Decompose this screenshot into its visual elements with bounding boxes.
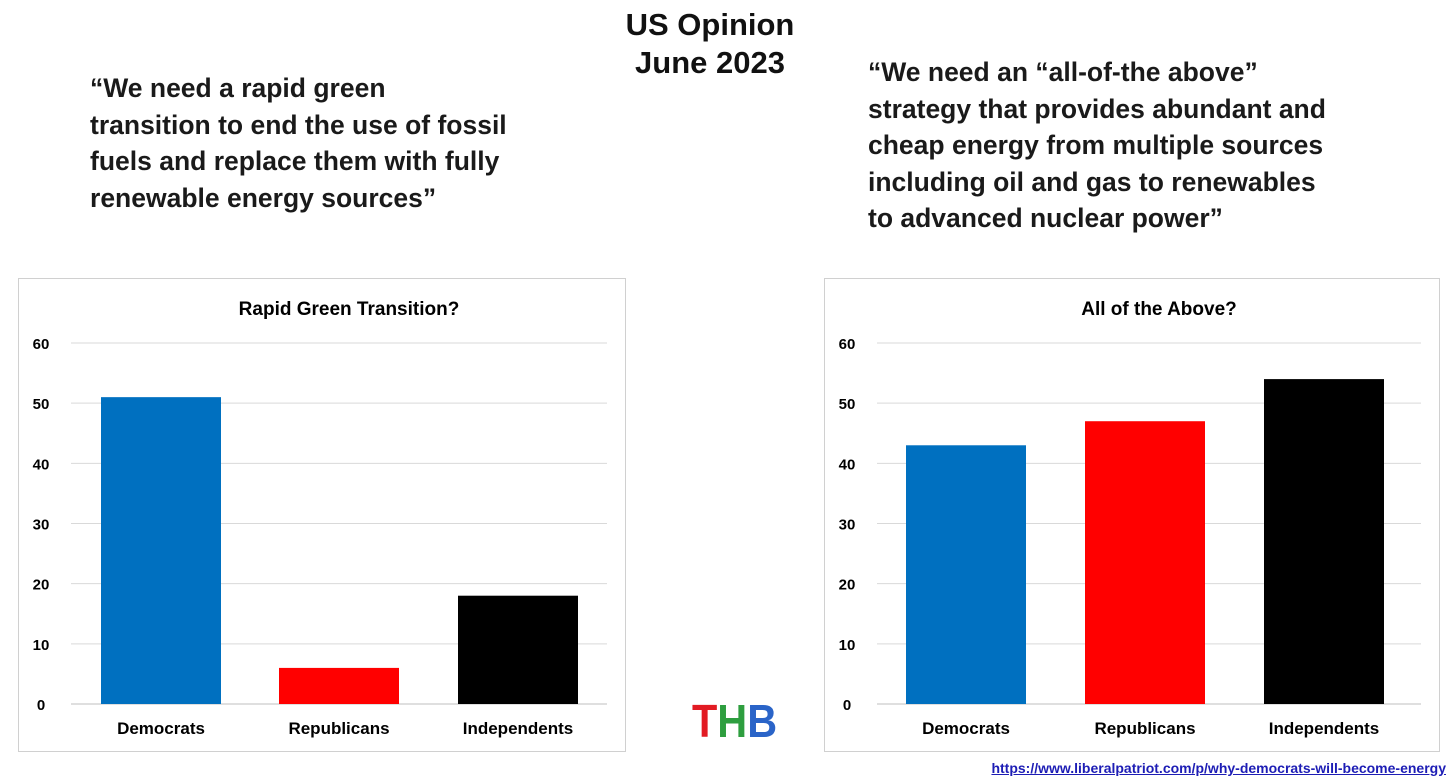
y-tick-label: 50 xyxy=(33,396,50,413)
y-tick-label: 50 xyxy=(839,396,856,413)
x-tick-label: Republicans xyxy=(1094,719,1195,738)
bar-republicans xyxy=(279,667,399,704)
thb-logo: THB xyxy=(692,697,777,745)
quote-left-line: fuels and replace them with fully xyxy=(90,146,500,176)
chart-all-of-the-above: All of the Above? 0 10 20 30 40 50 60 Democrats R… xyxy=(824,278,1440,752)
x-tick-label: Republicans xyxy=(288,719,389,738)
y-tick-label: 20 xyxy=(33,577,50,594)
logo-letter-h: H xyxy=(717,695,748,747)
quote-left: “We need a rapid green transition to end… xyxy=(90,70,507,216)
y-tick-label: 60 xyxy=(33,336,50,353)
quote-left-line: renewable energy sources” xyxy=(90,182,437,213)
bar-democrats xyxy=(101,397,221,704)
y-tick-label: 10 xyxy=(839,637,856,654)
x-tick-label: Democrats xyxy=(117,719,205,738)
quote-right-line: “We need an “all-of-the above” xyxy=(868,57,1258,87)
bar-democrats xyxy=(906,445,1026,704)
y-tick-label: 30 xyxy=(839,517,856,534)
source-link[interactable]: https://www.liberalpatriot.com/p/why-dem… xyxy=(991,760,1446,776)
logo-letter-t: T xyxy=(692,695,718,747)
chart-title: Rapid Green Transition? xyxy=(239,299,460,320)
quote-left-line: transition to end the use of fossil xyxy=(90,109,507,140)
title-line-1: US Opinion xyxy=(625,7,795,42)
y-tick-label: 0 xyxy=(843,697,851,714)
quote-right: “We need an “all-of-the above” strategy … xyxy=(868,54,1326,237)
quote-right-line: strategy that provides abundant and xyxy=(868,93,1326,124)
y-tick-label: 0 xyxy=(37,697,45,714)
y-tick-label: 40 xyxy=(33,456,50,473)
y-tick-label: 10 xyxy=(33,637,50,654)
bar-republicans xyxy=(1085,421,1205,704)
chart-rapid-green-transition-svg: Rapid Green Transition? 0 10 20 30 40 50 60 Demo… xyxy=(33,299,607,738)
logo-letter-b: B xyxy=(747,695,778,747)
quote-right-line: including oil and gas to renewables xyxy=(868,166,1316,197)
title-line-2: June 2023 xyxy=(635,45,785,80)
chart-rapid-green-transition: Rapid Green Transition? 0 10 20 30 40 50 60 Demo… xyxy=(18,278,626,752)
chart-all-of-the-above-svg: All of the Above? 0 10 20 30 40 50 60 Democrats R… xyxy=(839,299,1421,738)
y-tick-label: 20 xyxy=(839,577,856,594)
x-tick-label: Independents xyxy=(463,719,574,738)
bar-independents xyxy=(458,595,578,704)
y-tick-label: 30 xyxy=(33,517,50,534)
y-tick-label: 40 xyxy=(839,456,856,473)
page-title: US Opinion June 2023 xyxy=(560,6,860,82)
bar-independents xyxy=(1264,379,1384,704)
quote-right-line: cheap energy from multiple sources xyxy=(868,130,1324,160)
x-tick-label: Democrats xyxy=(922,719,1010,738)
quote-right-line: to advanced nuclear power” xyxy=(868,203,1223,233)
chart-title: All of the Above? xyxy=(1081,299,1237,320)
y-tick-label: 60 xyxy=(839,336,856,353)
x-tick-label: Independents xyxy=(1269,719,1380,738)
quote-left-line: “We need a rapid green xyxy=(90,73,386,103)
